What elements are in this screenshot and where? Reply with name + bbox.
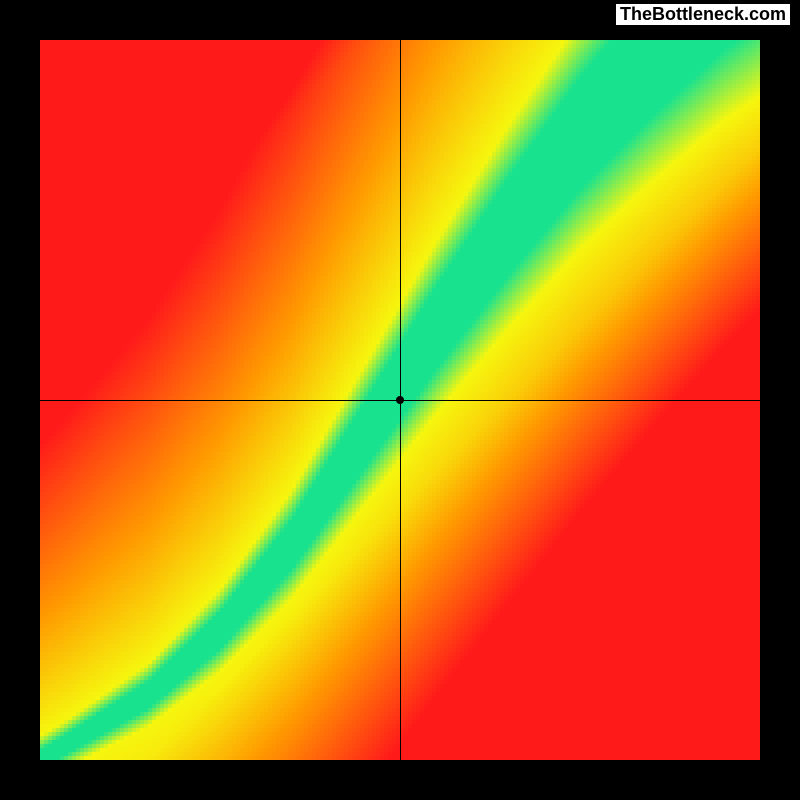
chart-container: TheBottleneck.com [0, 0, 800, 800]
attribution-label: TheBottleneck.com [616, 4, 790, 25]
plot-area [40, 40, 760, 760]
intersection-marker [396, 396, 404, 404]
